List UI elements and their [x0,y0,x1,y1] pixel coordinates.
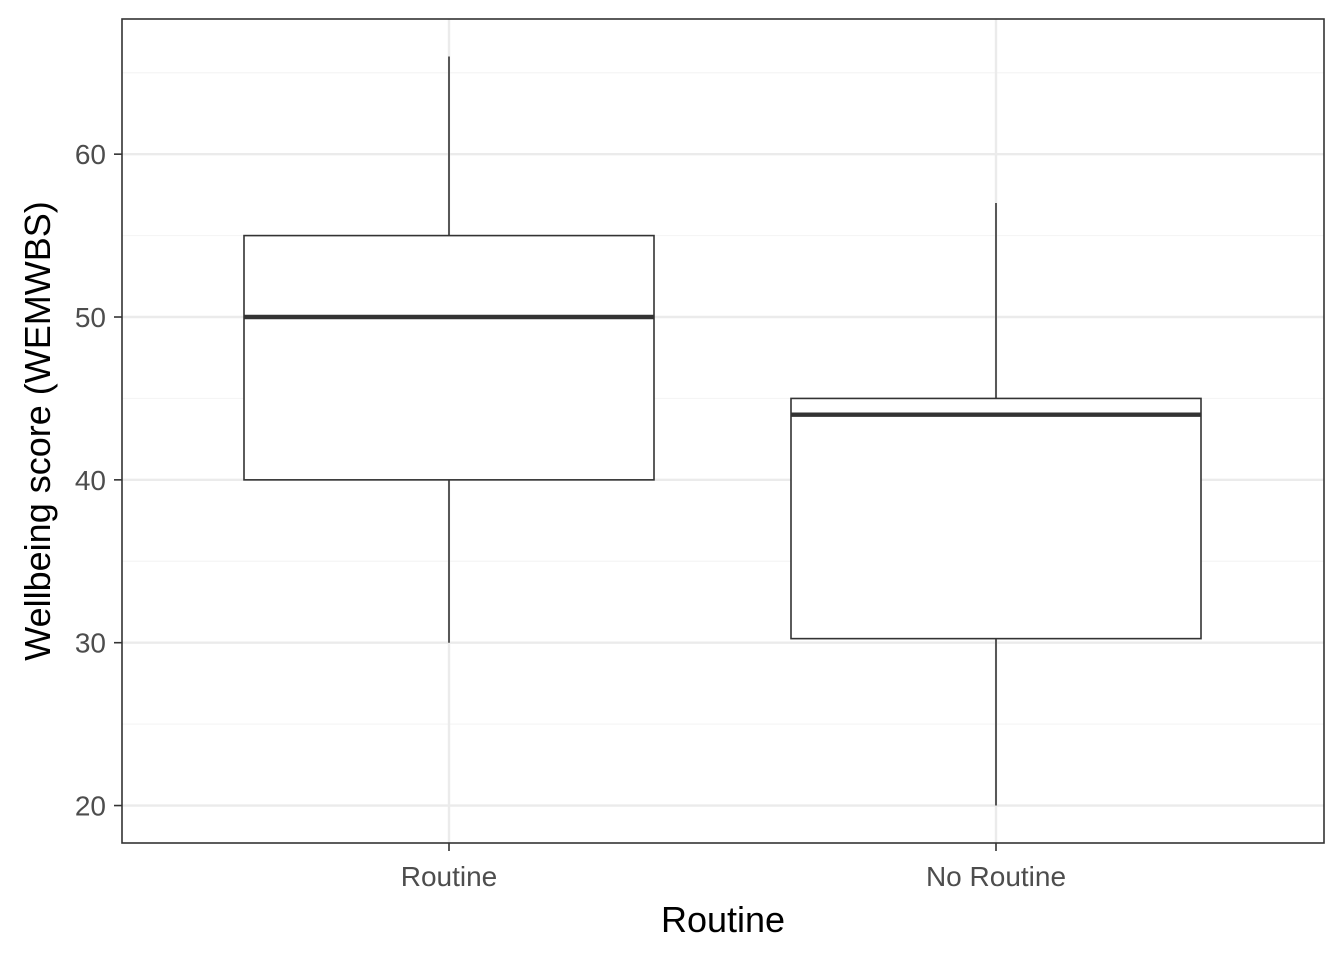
box-group [790,203,1202,806]
boxes [243,56,1202,806]
y-tick-label: 50 [75,302,106,333]
y-tick-label: 60 [75,139,106,170]
y-tick-label: 30 [75,628,106,659]
x-axis-title: Routine [661,899,785,940]
box-iqr [790,397,1202,640]
axis-ticks: 20 30 40 50 60 Routine No Routine [75,139,1066,892]
y-tick-label: 40 [75,465,106,496]
panel-border [121,18,1325,844]
x-tick-label: No Routine [926,861,1066,892]
y-tick-label: 20 [75,791,106,822]
box-iqr [243,234,655,481]
x-tick-label: Routine [401,861,498,892]
box-group [243,56,655,643]
y-axis-title: Wellbeing score (WEMWBS) [17,201,58,660]
